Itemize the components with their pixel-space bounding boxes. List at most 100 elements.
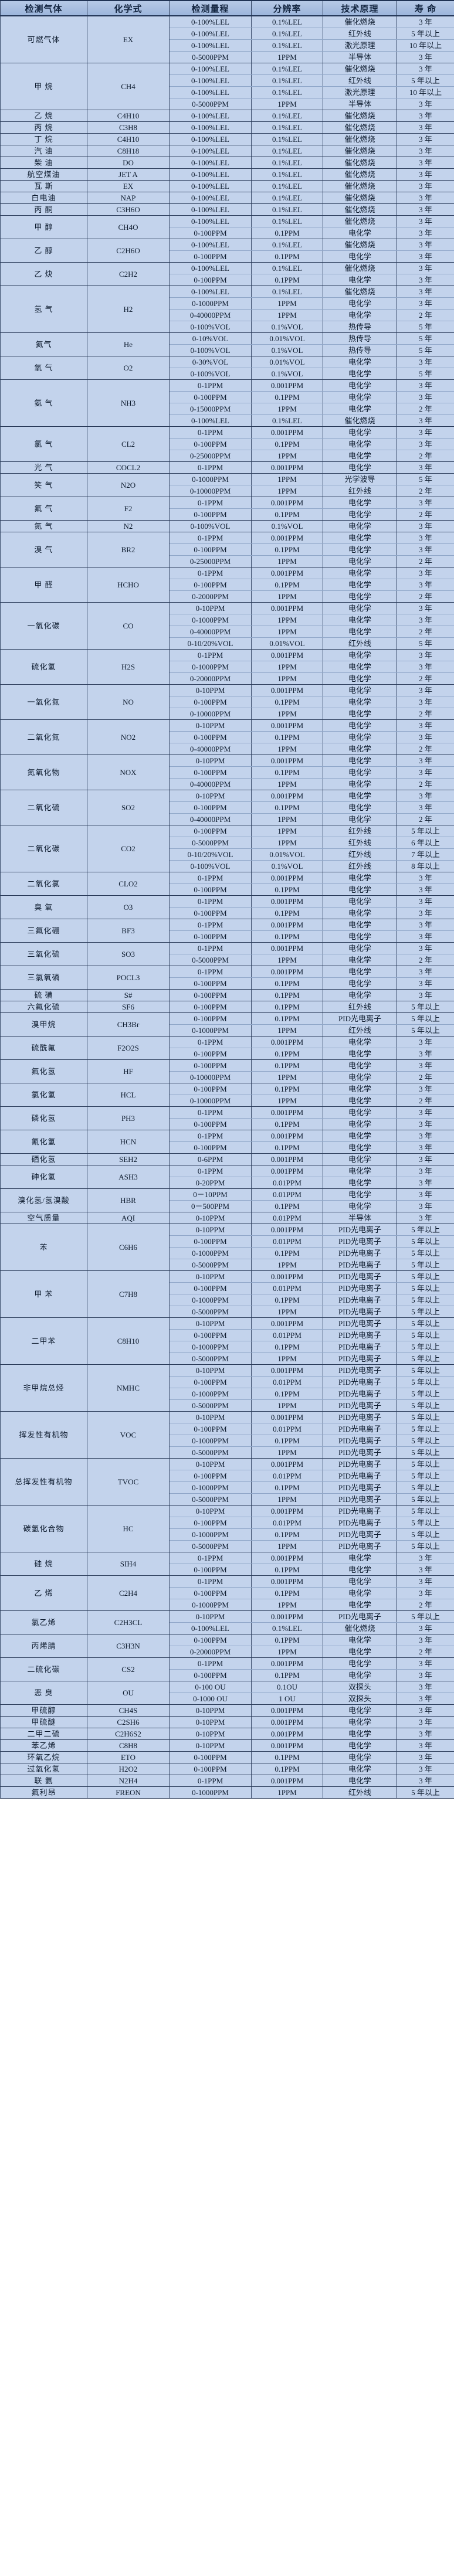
table-row: 甲 醇 CH4O 0-100%LEL 0.1%LEL 催化燃烧 3 年 [0, 215, 454, 239]
cell-resolution: 0.001PPM [251, 1739, 323, 1752]
cell-detection-range: 0-100PPM [169, 1141, 252, 1154]
cell-detection-range: 0-10PPM [169, 1317, 252, 1330]
cell-technology: 催化燃烧 [323, 215, 397, 227]
cell-resolution: 0.001PPM [251, 755, 323, 767]
table-row: 氟利昂 FREON 0-1000PPM 1PPM 红外线 5 年以上 [0, 1786, 454, 1799]
cell-resolution: 0.1%VOL [251, 344, 323, 356]
cell-resolution: 1PPM [251, 1024, 323, 1036]
cell-detection-range: 0-100%LEL [169, 15, 252, 28]
table-row: 丙烯腈 C3H3N 0-100PPM 0.1PPM 电化学 3 年 [0, 1634, 454, 1658]
cell-technology: 电化学 [323, 778, 397, 790]
cell-technology: 红外线 [323, 848, 397, 861]
cell-gas-name: 硅 烷 [0, 1552, 87, 1576]
table-row: 0-100PPM 0.1PPM 电化学 3 年 [1, 1564, 454, 1576]
cell-technology: 激光原理 [323, 39, 397, 52]
table-row: 二氧化氯 CLO2 0-1PPM 0.001PPM 电化学 3 年 [0, 872, 454, 896]
cell-lifespan: 5 年以上 [397, 1012, 454, 1025]
cell-resolution: 0.1PPM [251, 801, 323, 814]
cell-gas-name: 一氧化氮 [0, 684, 87, 720]
cell-detection-range: 0-1000PPM [169, 1481, 252, 1494]
cell-resolution: 1PPM [251, 1352, 323, 1365]
cell-lifespan: 2 年 [397, 1646, 454, 1658]
cell-technology: PID光电离子 [323, 1435, 397, 1447]
cell-technology: 电化学 [323, 1775, 397, 1787]
cell-detection-range: 0-10PPM [169, 790, 252, 802]
cell-technology: 催化燃烧 [323, 15, 397, 28]
cell-resolution: 1PPM [251, 626, 323, 638]
cell-detection-range: 0-20000PPM [169, 672, 252, 685]
cell-chemical-formula: N2O [87, 473, 170, 497]
cell-lifespan: 5 年 [397, 473, 454, 485]
cell-technology: 电化学 [323, 1575, 397, 1588]
cell-detection-range: 0-1PPM [169, 919, 252, 931]
cell-gas-name: 氦气 [0, 332, 87, 356]
cell-lifespan: 3 年 [397, 1200, 454, 1212]
cell-chemical-formula: COCL2 [87, 461, 170, 474]
table-row: 航空煤油 JET A 0-100%LEL 0.1%LEL 催化燃烧 3 年 [0, 168, 454, 181]
cell-detection-range: 0-100%LEL [169, 192, 252, 204]
cell-detection-range: 0-10000PPM [169, 1095, 252, 1107]
table-row: 0-5000PPM 1PPM 电化学 2 年 [1, 954, 454, 966]
table-row: 甲硫醇 CH4S 0-10PPM 0.001PPM 电化学 3 年 [0, 1704, 454, 1717]
cell-technology: 电化学 [323, 766, 397, 779]
cell-resolution: 1PPM [251, 1599, 323, 1611]
cell-gas-name: 二氧化碳 [0, 825, 87, 872]
cell-detection-range: 0-100PPM [169, 227, 252, 239]
cell-detection-range: 0-1PPM [169, 461, 252, 474]
cell-resolution: 0.1PPM [251, 227, 323, 239]
cell-technology: 电化学 [323, 966, 397, 978]
cell-lifespan: 3 年 [397, 1716, 454, 1728]
cell-technology: 电化学 [323, 590, 397, 603]
cell-detection-range: 0-1000PPM [169, 1599, 252, 1611]
cell-lifespan: 3 年 [397, 461, 454, 474]
cell-lifespan: 5 年以上 [397, 74, 454, 87]
cell-lifespan: 3 年 [397, 297, 454, 310]
table-row: 甲 苯 C7H8 0-10PPM 0.001PPM PID光电离子 5 年以上 [0, 1270, 454, 1318]
cell-technology: 催化燃烧 [323, 414, 397, 427]
cell-technology: 电化学 [323, 1739, 397, 1752]
cell-lifespan: 3 年 [397, 98, 454, 110]
cell-technology: 电化学 [323, 614, 397, 626]
cell-resolution: 0.1PPM [251, 1435, 323, 1447]
cell-technology: PID光电离子 [323, 1376, 397, 1388]
cell-lifespan: 3 年 [397, 274, 454, 286]
cell-lifespan: 5 年以上 [397, 1610, 454, 1623]
cell-detection-range: 0-1000PPM [169, 661, 252, 673]
cell-lifespan: 3 年 [397, 1575, 454, 1588]
cell-lifespan: 3 年 [397, 1106, 454, 1119]
cell-gas-name: 氯乙烯 [0, 1610, 87, 1634]
cell-lifespan: 3 年 [397, 1622, 454, 1634]
cell-gas-name: 航空煤油 [0, 168, 87, 181]
cell-chemical-formula: CLO2 [87, 872, 170, 896]
cell-technology: PID光电离子 [323, 1247, 397, 1259]
table-row: 氨 气 NH3 0-1PPM 0.001PPM 电化学 3 年 [0, 379, 454, 427]
cell-detection-range: 0-2000PPM [169, 590, 252, 603]
cell-technology: PID光电离子 [323, 1341, 397, 1353]
cell-gas-name: 甲 醇 [0, 215, 87, 239]
cell-resolution: 1PPM [251, 778, 323, 790]
cell-chemical-formula: N2 [87, 520, 170, 532]
cell-technology: 电化学 [323, 426, 397, 439]
cell-detection-range: 0-100%VOL [169, 368, 252, 380]
cell-chemical-formula: CO2 [87, 825, 170, 872]
cell-lifespan: 5 年以上 [397, 28, 454, 40]
cell-chemical-formula: POCL3 [87, 966, 170, 990]
cell-lifespan: 3 年 [397, 121, 454, 134]
cell-lifespan: 3 年 [397, 1564, 454, 1576]
cell-resolution: 0.001PPM [251, 895, 323, 908]
cell-gas-name: 总挥发性有机物 [0, 1458, 87, 1506]
cell-lifespan: 5 年以上 [397, 1329, 454, 1341]
cell-technology: 红外线 [323, 860, 397, 872]
cell-detection-range: 0-100 OU [169, 1681, 252, 1693]
cell-chemical-formula: HF [87, 1059, 170, 1083]
cell-lifespan: 3 年 [397, 15, 454, 28]
cell-detection-range: 0-25000PPM [169, 450, 252, 462]
cell-technology: PID光电离子 [323, 1224, 397, 1236]
column-header-technology: 技术原理 [323, 0, 397, 16]
cell-technology: 电化学 [323, 1188, 397, 1201]
cell-technology: 电化学 [323, 1646, 397, 1658]
cell-resolution: 1PPM [251, 1786, 323, 1799]
cell-gas-name: 氯 气 [0, 426, 87, 462]
cell-detection-range: 0-100PPM [169, 250, 252, 263]
cell-detection-range: 0-1PPM [169, 1552, 252, 1564]
